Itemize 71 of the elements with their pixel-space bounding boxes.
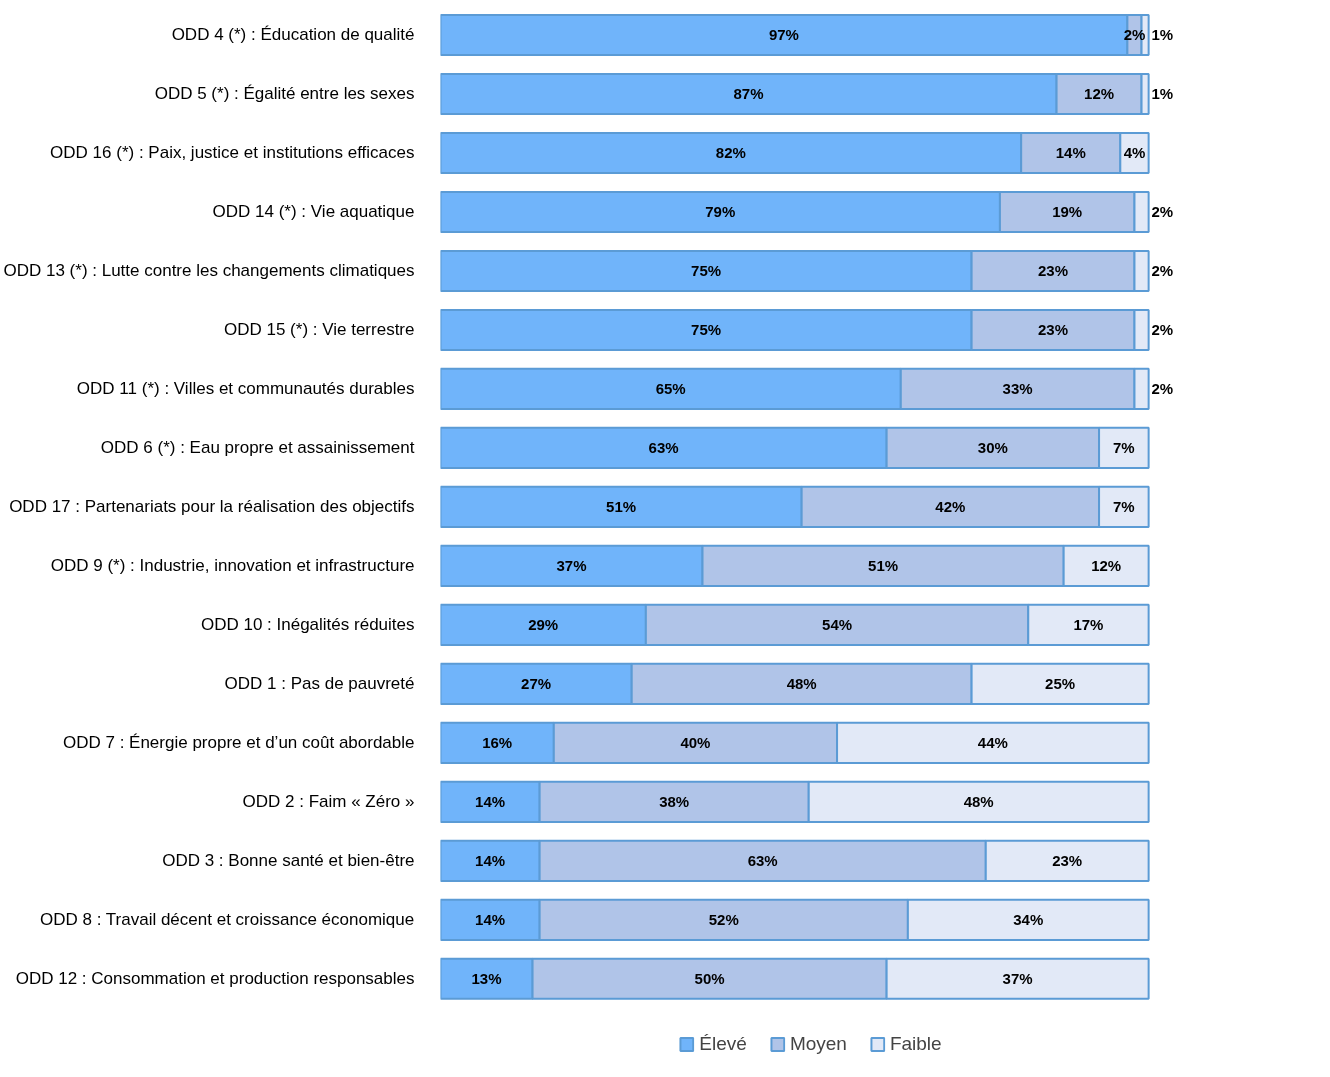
data-label: 34% xyxy=(1013,911,1044,929)
y-tick-label: ODD 17 : Partenariats pour la réalisation des objectifs xyxy=(9,497,415,517)
data-label: 82% xyxy=(715,144,746,162)
y-tick-label: ODD 16 (*) : Paix, justice et institutions efficaces xyxy=(50,143,415,163)
data-label: 37% xyxy=(556,557,587,575)
data-label: 2% xyxy=(1151,203,1174,221)
data-label: 2% xyxy=(1151,380,1174,398)
data-label: 12% xyxy=(1091,557,1122,575)
data-label: 14% xyxy=(475,911,506,929)
data-label: 38% xyxy=(659,793,690,811)
data-label: 1% xyxy=(1151,26,1174,44)
data-label: 14% xyxy=(475,793,506,811)
data-label: 13% xyxy=(471,970,502,988)
data-label: 63% xyxy=(747,852,778,870)
data-label: 51% xyxy=(606,498,637,516)
data-label: 12% xyxy=(1084,85,1115,103)
data-label: 23% xyxy=(1038,262,1069,280)
y-tick-label: ODD 3 : Bonne santé et bien-être xyxy=(162,851,415,871)
y-tick-label: ODD 4 (*) : Éducation de qualité xyxy=(171,25,415,45)
data-label: 50% xyxy=(694,970,725,988)
data-label: 42% xyxy=(935,498,966,516)
data-label: 54% xyxy=(822,616,853,634)
data-label: 87% xyxy=(733,85,764,103)
data-label: 48% xyxy=(786,675,817,693)
legend-label: Élevé xyxy=(699,1033,747,1055)
data-label: 51% xyxy=(868,557,899,575)
data-label: 25% xyxy=(1045,675,1076,693)
data-label: 29% xyxy=(528,616,559,634)
data-label: 1% xyxy=(1151,85,1174,103)
data-label: 30% xyxy=(977,439,1008,457)
y-tick-label: ODD 11 (*) : Villes et communautés durables xyxy=(76,379,415,399)
data-label: 7% xyxy=(1113,439,1135,457)
y-tick-label: ODD 7 : Énergie propre et d’un coût abordable xyxy=(62,733,415,753)
data-label: 48% xyxy=(963,793,994,811)
data-label: 19% xyxy=(1052,203,1083,221)
y-tick-label: ODD 14 (*) : Vie aquatique xyxy=(212,202,415,222)
data-label: 75% xyxy=(691,321,722,339)
y-tick-label: ODD 15 (*) : Vie terrestre xyxy=(223,320,415,340)
data-label: 97% xyxy=(768,26,799,44)
legend-label: Moyen xyxy=(789,1033,847,1055)
legend-label: Faible xyxy=(889,1033,942,1055)
y-tick-label: ODD 5 (*) : Égalité entre les sexes xyxy=(154,84,415,104)
data-label: 17% xyxy=(1073,616,1104,634)
data-label: 63% xyxy=(648,439,679,457)
data-label: 4% xyxy=(1123,144,1146,162)
data-label: 2% xyxy=(1123,26,1146,44)
data-label: 14% xyxy=(1055,144,1086,162)
data-label: 65% xyxy=(655,380,686,398)
data-label: 2% xyxy=(1151,321,1174,339)
data-label: 75% xyxy=(691,262,722,280)
y-tick-label: ODD 10 : Inégalités réduites xyxy=(200,615,415,635)
y-tick-label: ODD 9 (*) : Industrie, innovation et infrastructure xyxy=(50,556,415,576)
y-tick-label: ODD 1 : Pas de pauvreté xyxy=(224,674,415,694)
data-label: 2% xyxy=(1151,262,1174,280)
y-tick-label: ODD 8 : Travail décent et croissance économique xyxy=(40,910,415,930)
data-label: 79% xyxy=(705,203,736,221)
data-label: 33% xyxy=(1002,380,1033,398)
data-label: 40% xyxy=(680,734,711,752)
data-label: 27% xyxy=(521,675,552,693)
y-tick-label: ODD 2 : Faim « Zéro » xyxy=(242,792,415,812)
y-tick-label: ODD 12 : Consommation et production responsables xyxy=(15,969,415,989)
data-label: 16% xyxy=(482,734,513,752)
data-label: 7% xyxy=(1113,498,1135,516)
data-label: 14% xyxy=(475,852,506,870)
data-label: 37% xyxy=(1002,970,1033,988)
data-label: 44% xyxy=(977,734,1008,752)
y-tick-label: ODD 6 (*) : Eau propre et assainissement xyxy=(100,438,415,458)
data-label: 23% xyxy=(1038,321,1069,339)
data-label: 23% xyxy=(1052,852,1083,870)
data-label: 52% xyxy=(708,911,739,929)
y-tick-label: ODD 13 (*) : Lutte contre les changements climatiques xyxy=(3,261,415,281)
